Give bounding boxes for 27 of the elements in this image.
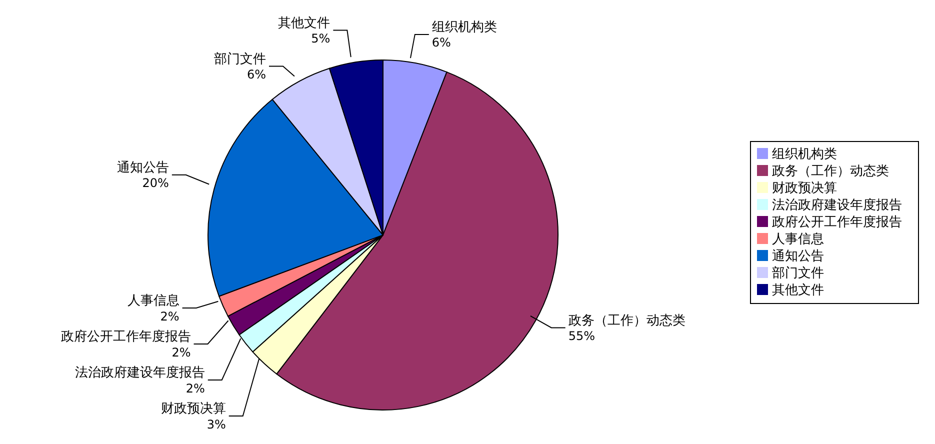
data-label: 2% xyxy=(186,381,205,396)
legend-label: 财政预决算 xyxy=(772,180,837,196)
slice-label: 其他文件 xyxy=(278,16,330,31)
data-label: 55% xyxy=(568,328,596,343)
legend-label: 人事信息 xyxy=(772,232,824,246)
data-label: 2% xyxy=(172,345,191,360)
legend-label: 政府公开工作年度报告 xyxy=(772,214,902,230)
legend-label: 部门文件 xyxy=(772,266,824,280)
data-label: 6% xyxy=(246,68,266,82)
slice-label: 法治政府建设年度报告 xyxy=(74,364,205,381)
legend-label: 组织机构类 xyxy=(772,146,837,162)
slice-label: 政务（工作）动态类 xyxy=(568,313,686,328)
slice-label: 财政预决算 xyxy=(160,402,226,417)
legend-label: 政务（工作）动态类 xyxy=(772,164,889,178)
slice-label: 人事信息 xyxy=(127,294,180,309)
legend-label: 法治政府建设年度报告 xyxy=(772,198,902,212)
data-label: 20% xyxy=(142,176,169,190)
data-label: 2% xyxy=(160,309,180,324)
slice-label: 组织机构类 xyxy=(432,20,497,36)
data-label: 5% xyxy=(311,32,330,46)
legend-label: 通知公告 xyxy=(772,248,824,264)
data-label: 3% xyxy=(206,417,226,432)
slice-label: 政府公开工作年度报告 xyxy=(60,328,191,345)
slice-label: 部门文件 xyxy=(214,50,266,67)
data-label: 6% xyxy=(432,36,451,50)
slice-label: 通知公告 xyxy=(116,160,169,176)
legend-label: 其他文件 xyxy=(772,282,824,298)
